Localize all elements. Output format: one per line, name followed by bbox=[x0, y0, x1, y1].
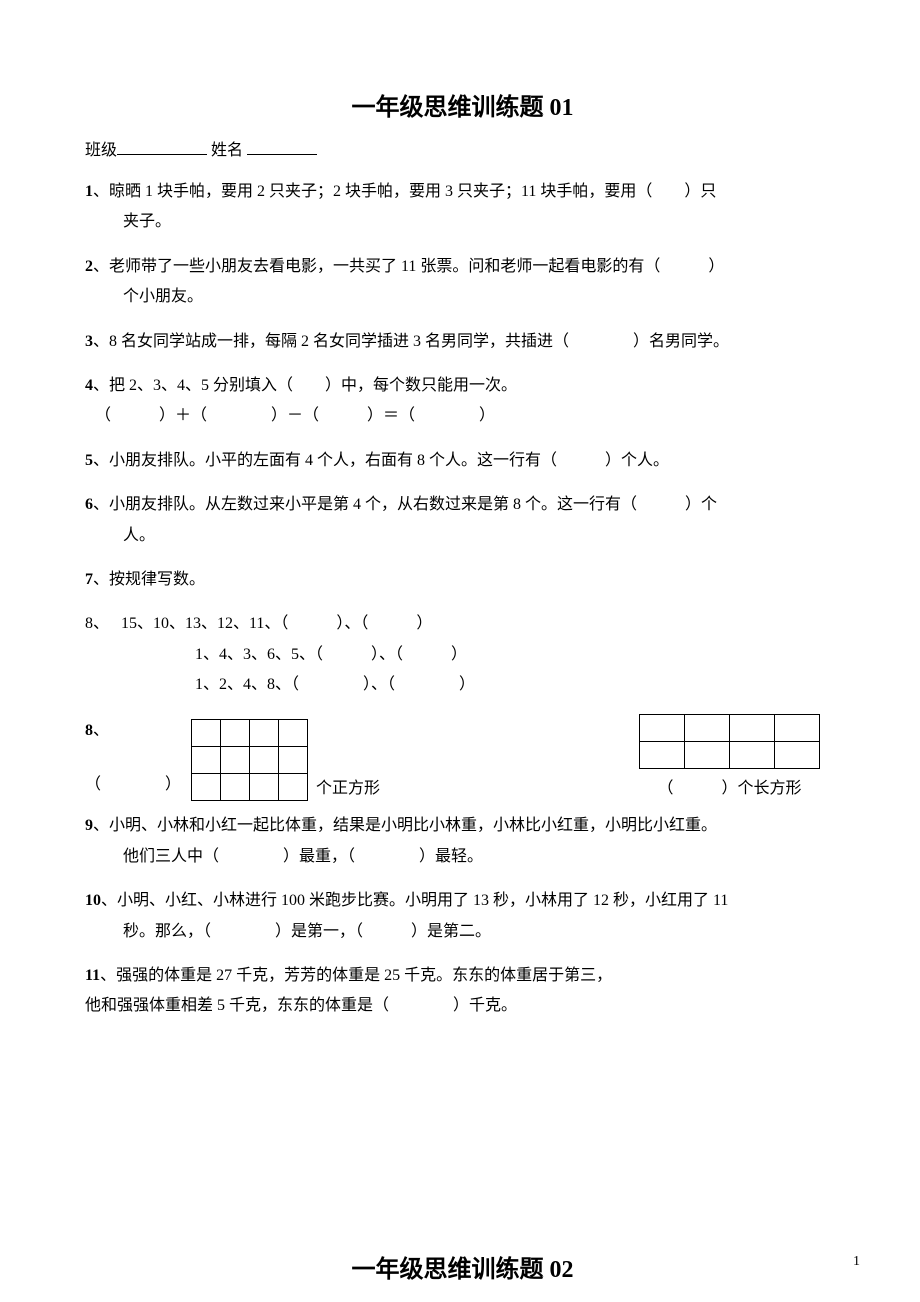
class-label: 班级 bbox=[85, 142, 117, 159]
q3-num: 3 bbox=[85, 333, 93, 350]
q11-text-b: 他和强强体重相差 5 千克，东东的体重是（ ）千克。 bbox=[85, 991, 840, 1021]
question-8: 8、 （ ） 个正方形 （ ）个长方形 bbox=[85, 714, 840, 801]
page-title-2: 一年级思维训练题 02 bbox=[85, 1252, 840, 1288]
q8-num: 8 bbox=[85, 722, 93, 739]
q4-num: 4 bbox=[85, 377, 93, 394]
question-5: 5、小朋友排队。小平的左面有 4 个人，右面有 8 个人。这一行有（ ）个人。 bbox=[85, 446, 840, 476]
q1-num: 1 bbox=[85, 183, 93, 200]
name-blank[interactable] bbox=[247, 138, 317, 155]
name-label: 姓名 bbox=[211, 142, 243, 159]
q6-text-a: 小朋友排队。从左数过来小平是第 4 个，从右数过来是第 8 个。这一行有（ ）个 bbox=[109, 496, 717, 513]
question-4: 4、把 2、3、4、5 分别填入（ ）中，每个数只能用一次。 （ ）＋（ ）－（… bbox=[85, 371, 840, 432]
q4-text-a: 把 2、3、4、5 分别填入（ ）中，每个数只能用一次。 bbox=[109, 377, 517, 394]
q4-text-b: （ ）＋（ ）－（ ）＝（ ） bbox=[85, 401, 840, 431]
q1-sep: 、 bbox=[93, 183, 109, 200]
q8-left-block: 8、 （ ） 个正方形 bbox=[85, 719, 380, 801]
class-blank[interactable] bbox=[117, 138, 207, 155]
page-number: 1 bbox=[853, 1251, 860, 1272]
question-10: 10、小明、小红、小林进行 100 米跑步比赛。小明用了 13 秒，小林用了 1… bbox=[85, 886, 840, 947]
q7-seq-line3: 1、2、4、8、（ ）、（ ） bbox=[85, 670, 840, 700]
q8-right-label: （ ）个长方形 bbox=[639, 777, 820, 801]
q9-text-b: 他们三人中（ ）最重，（ ）最轻。 bbox=[85, 842, 840, 872]
q10-text-b: 秒。那么，（ ）是第一，（ ）是第二。 bbox=[85, 917, 840, 947]
worksheet-page: 一年级思维训练题 01 班级 姓名 1、晾晒 1 块手帕，要用 2 只夹子；2 … bbox=[0, 0, 920, 1302]
q3-sep: 、 bbox=[93, 333, 109, 350]
q7-seq-line2: 1、4、3、6、5、（ ）、（ ） bbox=[85, 640, 840, 670]
q8-right-block: （ ）个长方形 bbox=[639, 714, 820, 801]
q2-text-b: 个小朋友。 bbox=[85, 282, 840, 312]
q11-text-a: 强强的体重是 27 千克，芳芳的体重是 25 千克。东东的体重居于第三， bbox=[116, 967, 612, 984]
q7-seq-line1: 15、10、13、12、11、（ ）、（ ） bbox=[121, 615, 432, 632]
question-7: 7、按规律写数。 bbox=[85, 565, 840, 595]
q8-left-label: （ ） bbox=[85, 776, 181, 793]
q5-sep: 、 bbox=[93, 452, 109, 469]
question-3: 3、8 名女同学站成一排，每隔 2 名女同学插进 3 名男同学，共插进（ ）名男… bbox=[85, 327, 840, 357]
q8-sep: 、 bbox=[93, 722, 109, 739]
q8-left-suffix: 个正方形 bbox=[316, 777, 380, 801]
square-grid bbox=[191, 719, 308, 801]
q2-num: 2 bbox=[85, 258, 93, 275]
question-1: 1、晾晒 1 块手帕，要用 2 只夹子；2 块手帕，要用 3 只夹子；11 块手… bbox=[85, 177, 840, 238]
q5-text: 小朋友排队。小平的左面有 4 个人，右面有 8 个人。这一行有（ ）个人。 bbox=[109, 452, 669, 469]
q6-num: 6 bbox=[85, 496, 93, 513]
q1-text-a: 晾晒 1 块手帕，要用 2 只夹子；2 块手帕，要用 3 只夹子；11 块手帕，… bbox=[109, 183, 716, 200]
q7-sep: 、 bbox=[93, 571, 109, 588]
question-11: 11、强强的体重是 27 千克，芳芳的体重是 25 千克。东东的体重居于第三， … bbox=[85, 961, 840, 1022]
q6-text-b: 人。 bbox=[85, 521, 840, 551]
q1-text-b: 夹子。 bbox=[85, 207, 840, 237]
q9-sep: 、 bbox=[93, 817, 109, 834]
q3-text: 8 名女同学站成一排，每隔 2 名女同学插进 3 名男同学，共插进（ ）名男同学… bbox=[109, 333, 729, 350]
q9-num: 9 bbox=[85, 817, 93, 834]
rect-grid bbox=[639, 714, 820, 769]
q10-num: 10 bbox=[85, 892, 101, 909]
q2-text-a: 老师带了一些小朋友去看电影，一共买了 11 张票。问和老师一起看电影的有（ ） bbox=[109, 258, 724, 275]
q10-sep: 、 bbox=[101, 892, 117, 909]
q7-text: 按规律写数。 bbox=[109, 571, 205, 588]
question-7-sequences: 8、 15、10、13、12、11、（ ）、（ ） 1、4、3、6、5、（ ）、… bbox=[85, 609, 840, 700]
q9-text-a: 小明、小林和小红一起比体重，结果是小明比小林重，小林比小红重，小明比小红重。 bbox=[109, 817, 717, 834]
q11-num: 11 bbox=[85, 967, 100, 984]
q2-sep: 、 bbox=[93, 258, 109, 275]
question-2: 2、老师带了一些小朋友去看电影，一共买了 11 张票。问和老师一起看电影的有（ … bbox=[85, 252, 840, 313]
q7-num: 7 bbox=[85, 571, 93, 588]
q11-sep: 、 bbox=[100, 967, 116, 984]
question-6: 6、小朋友排队。从左数过来小平是第 4 个，从右数过来是第 8 个。这一行有（ … bbox=[85, 490, 840, 551]
question-9: 9、小明、小林和小红一起比体重，结果是小明比小林重，小林比小红重，小明比小红重。… bbox=[85, 811, 840, 872]
page-title: 一年级思维训练题 01 bbox=[85, 90, 840, 126]
q10-text-a: 小明、小红、小林进行 100 米跑步比赛。小明用了 13 秒，小林用了 12 秒… bbox=[117, 892, 728, 909]
q7-seq-prefix: 8、 bbox=[85, 615, 109, 632]
q6-sep: 、 bbox=[93, 496, 109, 513]
q4-sep: 、 bbox=[93, 377, 109, 394]
student-info-line: 班级 姓名 bbox=[85, 138, 840, 163]
q5-num: 5 bbox=[85, 452, 93, 469]
